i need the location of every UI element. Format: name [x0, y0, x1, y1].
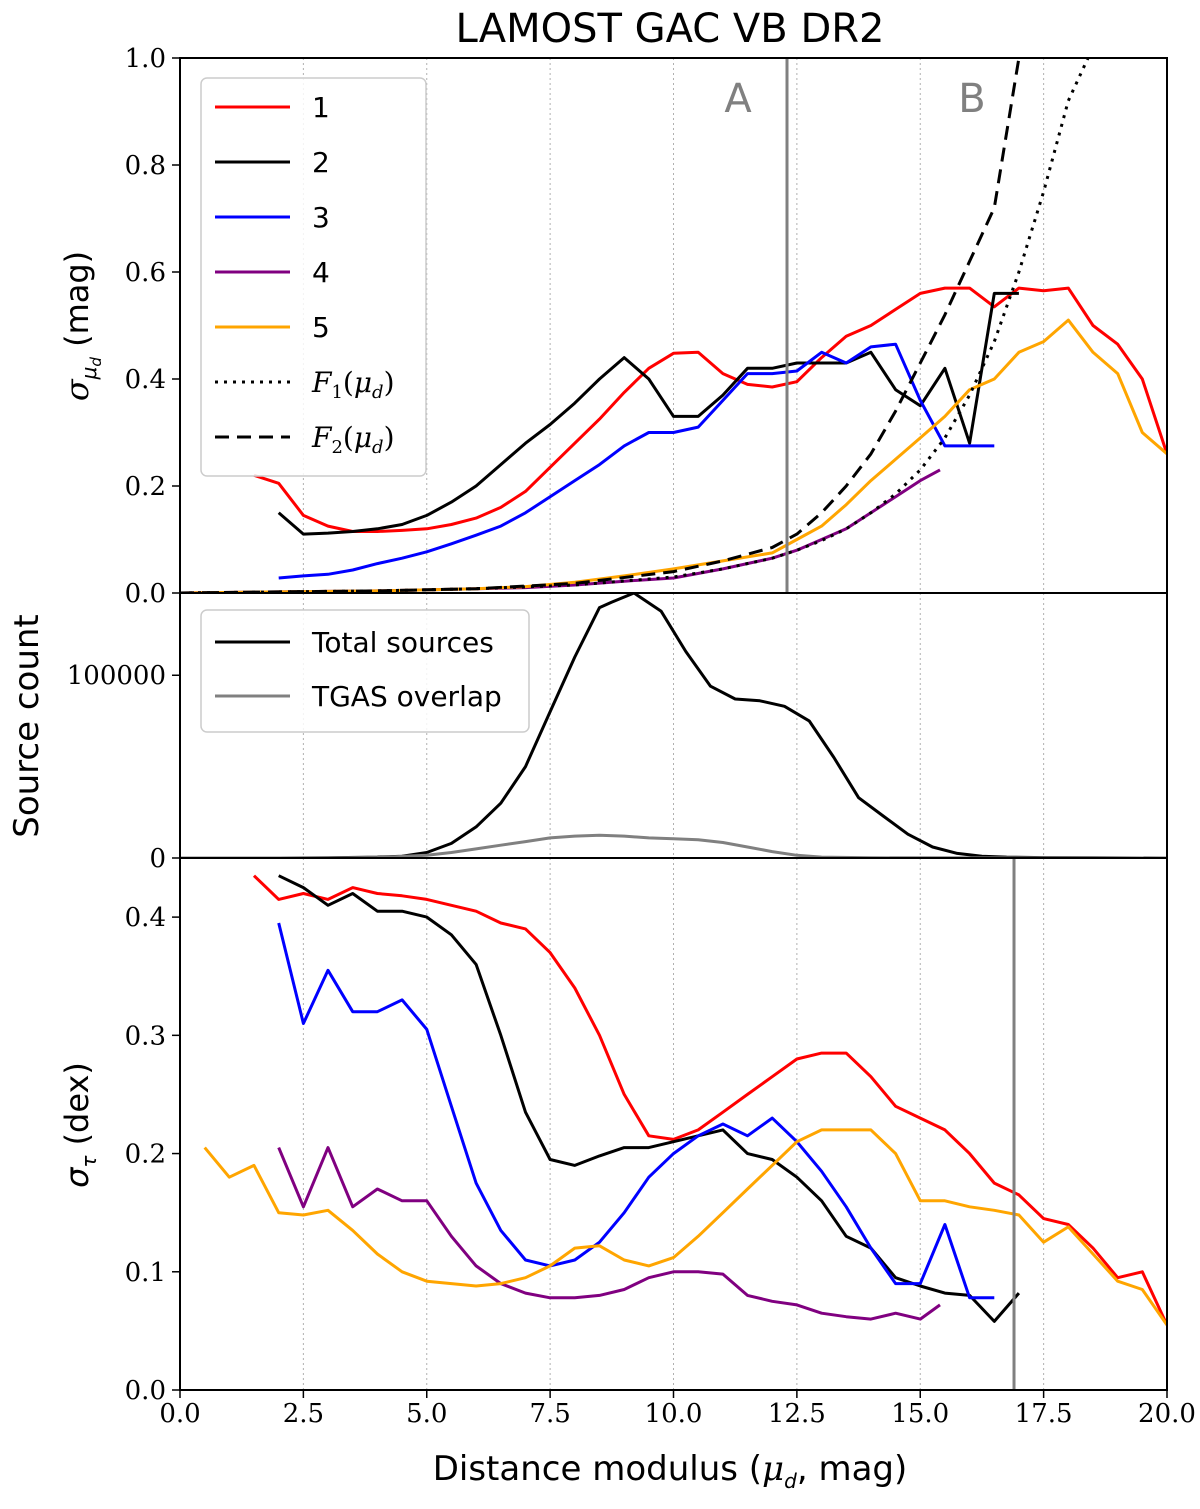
x-tick-label: 5.0	[406, 1399, 447, 1429]
panel-top-sigma-mu: 0.0 0.2 0.4 0.6 0.8 1.0 A B 1 2 3 4 5 F1(μd) F2(μd)	[125, 44, 1168, 609]
legend-label: 5	[312, 311, 330, 344]
legend-label: 3	[312, 201, 330, 234]
series-group	[180, 58, 1167, 593]
y-tick-label: 0.0	[125, 1376, 166, 1406]
legend-label: 1	[312, 91, 330, 124]
series-line-3	[278, 342, 995, 580]
series-group	[180, 593, 1167, 858]
series-line-4	[277, 1146, 941, 1321]
series-line-totalsources	[180, 593, 1167, 858]
region-label-a: A	[724, 76, 752, 122]
legend-label: F1(μd)	[311, 366, 395, 403]
y-tick-label: 1.0	[125, 44, 166, 74]
y-tick-label: 0.4	[125, 365, 166, 395]
x-tick-label: 15.0	[891, 1399, 949, 1429]
panel-middle-source-count: 0 100000 Total sources TGAS overlap	[67, 592, 1168, 874]
series-line-1	[253, 286, 1167, 533]
legend-label: TGAS overlap	[311, 680, 502, 713]
x-tick-label: 7.5	[529, 1399, 570, 1429]
legend-label: 2	[312, 146, 330, 179]
y-tick-label: 100000	[67, 661, 166, 691]
x-tick-label: 12.5	[768, 1399, 826, 1429]
x-tick-label: 10.0	[645, 1399, 703, 1429]
legend-label: 4	[312, 256, 330, 289]
series-group	[203, 874, 1167, 1326]
y-tick-label: 0.6	[125, 258, 166, 288]
y-tick-label: 0.4	[125, 903, 166, 933]
series-line-f2d	[180, 58, 1021, 593]
panel-bottom-sigma-tau: 0.0 0.1 0.2 0.3 0.4 0.0 2.5 5.0 7.5 10.0 12.5 15.0 1…	[125, 857, 1196, 1429]
series-line-3	[277, 922, 995, 1300]
y-tick-label: 0.3	[125, 1021, 166, 1051]
legend-box	[200, 77, 427, 477]
chart-title: LAMOST GAC VB DR2	[456, 6, 885, 52]
y-tick-label: 0.2	[125, 1140, 166, 1170]
series-line-4	[180, 468, 941, 593]
x-axis-label: Distance modulus (μd, mag)	[433, 1449, 908, 1493]
x-tick-label: 17.5	[1015, 1399, 1073, 1429]
series-line-5	[203, 1128, 1167, 1326]
series-line-tgasoverlap	[180, 833, 1167, 858]
y-axis-label-top: σμd (mag)	[58, 251, 105, 401]
y-tick-label: 0.1	[125, 1258, 166, 1288]
y-axis-label-bottom: στ (dex)	[58, 1062, 101, 1188]
x-tick-label: 0.0	[159, 1399, 200, 1429]
legend-label: Total sources	[311, 626, 494, 659]
legend-middle: Total sources TGAS overlap	[200, 609, 530, 733]
y-tick-label: 0.0	[125, 579, 166, 609]
y-tick-label: 0.2	[125, 472, 166, 502]
x-tick-label: 20.0	[1138, 1399, 1196, 1429]
series-line-2	[278, 874, 1021, 1323]
x-tick-label: 2.5	[283, 1399, 324, 1429]
region-label-b: B	[958, 76, 985, 122]
series-line-2	[277, 291, 1019, 536]
series-line-1	[252, 874, 1167, 1326]
legend-top: 1 2 3 4 5 F1(μd) F2(μd)	[200, 77, 427, 477]
legend-label: F2(μd)	[311, 421, 395, 458]
y-tick-label: 0.8	[125, 151, 166, 181]
y-tick-label: 0	[149, 844, 166, 874]
y-axis-label-middle: Source count	[7, 614, 47, 838]
